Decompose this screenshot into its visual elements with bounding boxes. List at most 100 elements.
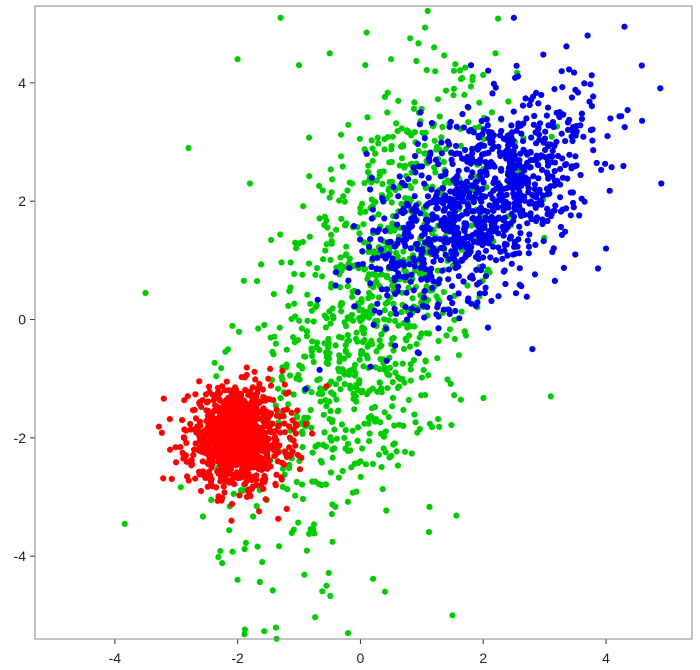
- scatter-point-series-2: [402, 228, 409, 235]
- scatter-point-series-2: [549, 147, 556, 154]
- scatter-point-series-2: [516, 202, 523, 209]
- scatter-point-series-2: [552, 202, 559, 209]
- scatter-point-series-2: [544, 205, 551, 212]
- scatter-point-series-2: [559, 206, 566, 213]
- scatter-point-series-1: [338, 215, 345, 222]
- scatter-point-series-3: [234, 449, 241, 456]
- scatter-point-series-2: [444, 138, 451, 145]
- scatter-point-series-1: [344, 332, 351, 339]
- scatter-point-series-2: [493, 200, 500, 207]
- scatter-point-series-2: [638, 62, 645, 69]
- scatter-point-series-2: [616, 113, 623, 120]
- scatter-point-series-2: [586, 98, 593, 105]
- scatter-point-series-2: [569, 137, 576, 145]
- scatter-point-series-1: [241, 631, 248, 638]
- scatter-point-series-2: [551, 177, 559, 184]
- scatter-point-series-2: [448, 248, 455, 255]
- scatter-point-series-2: [544, 104, 552, 111]
- scatter-point-series-1: [467, 83, 474, 90]
- scatter-point-series-3: [294, 451, 301, 459]
- scatter-point-series-2: [522, 95, 529, 102]
- scatter-point-series-1: [359, 445, 366, 452]
- scatter-point-series-1: [359, 348, 366, 355]
- scatter-point-series-3: [241, 438, 248, 445]
- scatter-point-series-2: [438, 150, 445, 157]
- scatter-point-series-1: [322, 324, 329, 331]
- scatter-point-series-2: [417, 264, 424, 271]
- scatter-point-series-1: [402, 268, 410, 275]
- scatter-point-series-2: [550, 124, 557, 131]
- scatter-point-series-2: [539, 216, 546, 223]
- scatter-point-series-1: [381, 93, 388, 101]
- scatter-point-series-2: [535, 175, 542, 182]
- scatter-point-series-3: [204, 483, 211, 490]
- scatter-point-series-1: [434, 355, 441, 362]
- scatter-point-series-2: [393, 221, 401, 228]
- scatter-point-series-2: [490, 187, 497, 194]
- scatter-point-series-3: [214, 384, 222, 392]
- scatter-point-series-3: [205, 423, 212, 430]
- scatter-point-series-2: [533, 140, 540, 147]
- scatter-point-series-2: [497, 188, 505, 195]
- scatter-point-series-1: [369, 145, 376, 152]
- scatter-point-series-1: [286, 461, 293, 469]
- scatter-point-series-2: [510, 14, 517, 21]
- scatter-point-series-2: [446, 123, 453, 130]
- scatter-point-series-2: [442, 168, 449, 175]
- scatter-point-series-3: [206, 439, 213, 446]
- scatter-point-series-3: [200, 439, 207, 446]
- scatter-point-series-2: [467, 62, 475, 69]
- scatter-point-series-1: [327, 320, 334, 327]
- scatter-point-series-2: [474, 299, 481, 306]
- scatter-point-series-2: [421, 314, 428, 321]
- scatter-point-series-1: [435, 337, 442, 344]
- scatter-point-series-3: [309, 430, 316, 437]
- scatter-point-series-2: [529, 93, 537, 100]
- scatter-point-series-2: [487, 132, 494, 139]
- scatter-point-series-2: [559, 174, 567, 181]
- scatter-point-series-1: [368, 405, 376, 412]
- scatter-point-series-2: [410, 164, 417, 171]
- scatter-point-series-1: [416, 425, 423, 433]
- scatter-point-series-3: [246, 450, 253, 457]
- scatter-point-series-2: [564, 119, 572, 126]
- scatter-point-series-3: [158, 429, 165, 436]
- scatter-point-series-1: [208, 496, 215, 503]
- scatter-point-series-2: [607, 115, 614, 122]
- scatter-point-series-1: [505, 98, 512, 105]
- scatter-point-series-3: [275, 423, 282, 430]
- scatter-point-series-1: [451, 392, 458, 399]
- scatter-point-series-1: [286, 288, 293, 295]
- scatter-point-series-2: [499, 255, 506, 262]
- scatter-point-series-2: [473, 178, 480, 185]
- scatter-point-series-1: [362, 461, 369, 468]
- scatter-point-series-2: [532, 241, 539, 248]
- scatter-point-series-1: [286, 372, 294, 379]
- scatter-point-series-2: [519, 138, 527, 145]
- scatter-point-series-2: [411, 193, 418, 200]
- scatter-point-series-3: [267, 382, 275, 389]
- scatter-point-series-3: [233, 455, 240, 462]
- scatter-point-series-1: [229, 548, 236, 555]
- scatter-point-series-3: [271, 453, 278, 460]
- scatter-point-series-2: [551, 159, 559, 166]
- scatter-point-series-2: [516, 223, 523, 230]
- scatter-point-series-2: [416, 121, 423, 128]
- scatter-point-series-2: [403, 316, 411, 323]
- scatter-point-series-2: [425, 174, 432, 181]
- scatter-point-series-2: [445, 276, 452, 283]
- scatter-point-series-2: [546, 190, 553, 197]
- scatter-point-series-1: [327, 408, 334, 415]
- scatter-point-series-1: [290, 526, 297, 533]
- scatter-point-series-2: [511, 205, 518, 212]
- scatter-point-series-1: [377, 386, 385, 393]
- scatter-point-series-2: [562, 138, 569, 145]
- scatter-point-series-1: [407, 366, 414, 373]
- scatter-point-series-2: [417, 256, 424, 263]
- scatter-point-series-1: [398, 155, 406, 162]
- scatter-point-series-1: [346, 371, 353, 378]
- scatter-point-series-2: [451, 256, 458, 263]
- x-tick-label: 4: [602, 650, 610, 666]
- scatter-point-series-2: [602, 245, 610, 252]
- scatter-point-series-2: [483, 116, 490, 123]
